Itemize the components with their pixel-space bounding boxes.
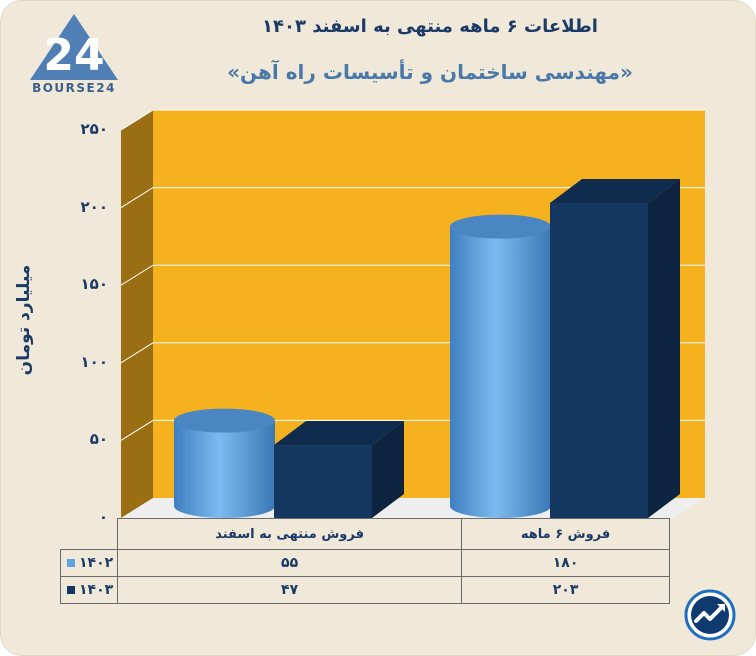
legend-label-1403: ۱۴۰۳ (79, 582, 114, 598)
bar-1403-front (274, 445, 372, 518)
plot-side-wall (121, 110, 153, 518)
data-label-1403-cat2: ۲۰۳ (461, 576, 670, 604)
bar-1403-top (274, 421, 404, 446)
chart-title: اطلاعات ۶ ماهه منتهی به اسفند ۱۴۰۳ (262, 16, 598, 37)
bar-1402-top (450, 214, 551, 239)
data-table-corner (60, 518, 118, 550)
trend-brand-icon (684, 589, 736, 641)
bar-1402-body (450, 226, 551, 518)
legend-entry-1402: ۱۴۰۲ (60, 549, 118, 577)
category-label-1: فروش منتهی به اسفند (116, 518, 463, 550)
bar-1402-top (174, 408, 275, 433)
bourse24-logo-icon: 24 (30, 14, 118, 81)
bars-group (174, 178, 680, 518)
y-tick-label: ۱۵۰ (80, 275, 108, 294)
bar-1403-front (550, 202, 648, 518)
data-table: فروش منتهی به اسفند فروش ۶ ماهه ۱۴۰۲ ۵۵ … (60, 518, 670, 604)
data-label-1402-cat1: ۵۵ (116, 549, 463, 577)
data-table-row-1403: ۱۴۰۳ ۴۷ ۲۰۳ (60, 576, 670, 604)
bar-1403-top (550, 178, 680, 203)
bar-1402-body (174, 420, 275, 518)
gridline (120, 109, 705, 131)
data-table-row-1402: ۱۴۰۲ ۵۵ ۱۸۰ (60, 549, 670, 577)
bar-1403-side (648, 178, 680, 518)
y-tick-label: ۵۰ (89, 430, 108, 449)
y-tick-label: ۲۰۰ (80, 197, 108, 216)
svg-text:24: 24 (43, 30, 104, 81)
category-label-2: فروش ۶ ماهه (461, 518, 670, 550)
data-table-header-row: فروش منتهی به اسفند فروش ۶ ماهه (60, 518, 670, 550)
y-tick-label: ۲۵۰ (80, 120, 108, 138)
legend-swatch-1403 (67, 586, 75, 594)
bar-1402-1 (174, 408, 275, 518)
y-tick-label: ۱۰۰ (80, 352, 108, 371)
bar-1403-side (372, 421, 404, 518)
chart-subtitle: «مهندسی ساختمان و تأسیسات راه آهن» (227, 60, 633, 84)
logo-text: BOURSE24 (32, 81, 116, 95)
bar-1403-1 (274, 421, 404, 518)
legend-swatch-1402 (67, 559, 75, 567)
legend-entry-1403: ۱۴۰۳ (60, 576, 118, 604)
data-label-1402-cat2: ۱۸۰ (461, 549, 670, 577)
y-tick-label: ۰ (98, 508, 108, 526)
data-label-1403-cat1: ۴۷ (116, 576, 463, 604)
bar-1403-2 (550, 178, 680, 518)
bar-1402-2 (450, 214, 551, 518)
legend-label-1402: ۱۴۰۲ (79, 555, 114, 571)
gridline (120, 187, 705, 209)
